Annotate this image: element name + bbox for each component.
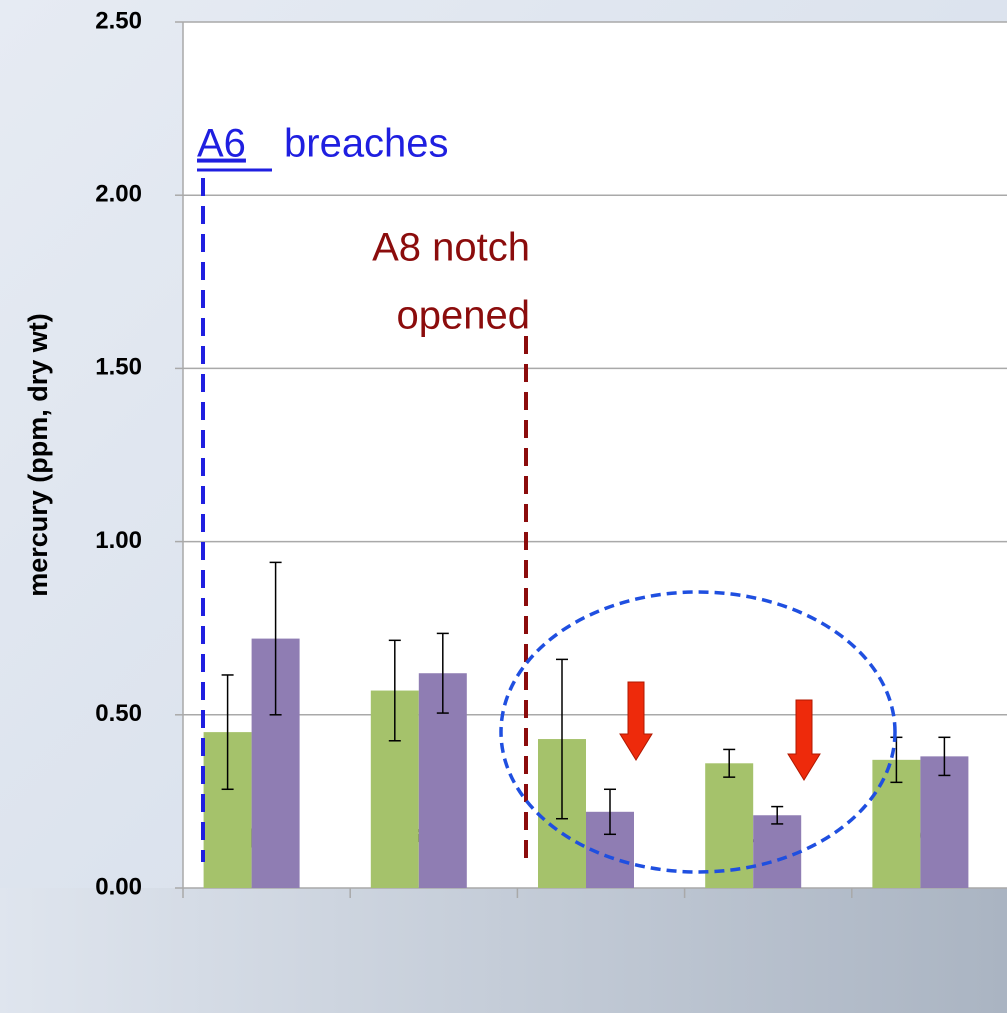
y-tick-label: 0.00: [95, 873, 142, 900]
annotation: A6: [197, 122, 246, 166]
bar: [753, 815, 802, 888]
y-axis-label: mercury (ppm, dry wt): [23, 313, 53, 597]
annotation: opened: [397, 294, 530, 338]
bar: [705, 763, 754, 888]
y-tick-label: 1.00: [95, 527, 142, 554]
arrow: [787, 699, 821, 781]
y-tick-label: 1.50: [95, 354, 142, 381]
y-tick-label: 2.50: [95, 7, 142, 34]
y-tick-label: 0.50: [95, 700, 142, 727]
bar: [920, 756, 969, 888]
plot-area: [183, 22, 1007, 888]
arrow: [619, 681, 653, 761]
annotation: A8 notch: [372, 226, 530, 270]
y-tick-label: 2.00: [95, 181, 142, 208]
annotation: breaches: [284, 122, 449, 166]
floor: [0, 888, 1007, 1013]
highlight-circle: [499, 590, 897, 874]
